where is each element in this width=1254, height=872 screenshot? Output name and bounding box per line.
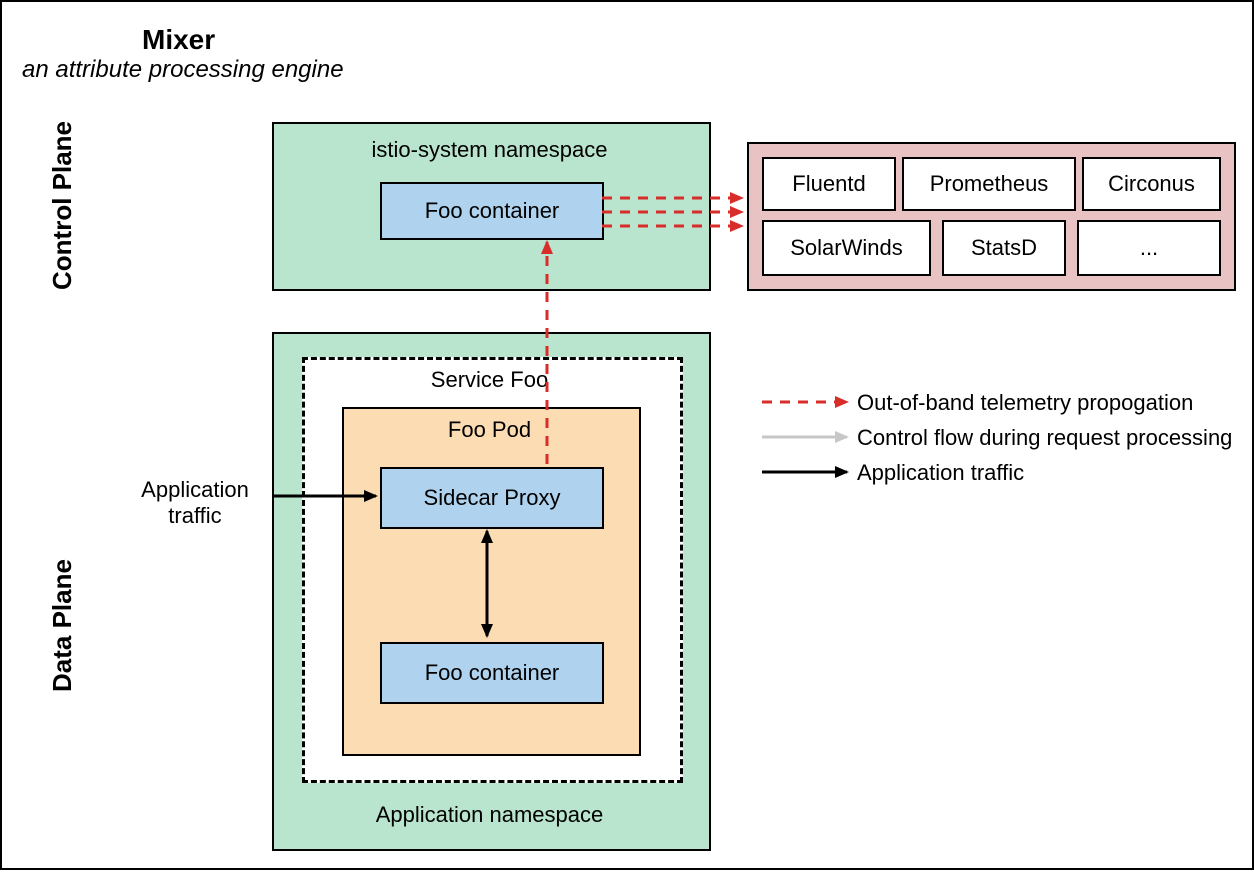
foo-container-data-label: Foo container: [425, 660, 560, 686]
application-traffic-label: Application traffic: [120, 477, 270, 530]
adapter-circonus: Circonus: [1082, 157, 1221, 211]
adapter-label: Prometheus: [930, 171, 1049, 197]
adapter-label: Fluentd: [792, 171, 865, 197]
app-traffic-line2: traffic: [168, 503, 221, 528]
adapter-label: StatsD: [971, 235, 1037, 261]
legend-grey-text: Control flow during request processing: [857, 425, 1232, 451]
foo-container-control-label: Foo container: [425, 198, 560, 224]
data-plane-label: Data Plane: [47, 559, 78, 692]
adapter-more: ...: [1077, 220, 1221, 276]
diagram-frame: Mixer an attribute processing engine Con…: [0, 0, 1254, 870]
adapter-solarwinds: SolarWinds: [762, 220, 931, 276]
sidecar-proxy-box: Sidecar Proxy: [380, 467, 604, 529]
sidecar-proxy-label: Sidecar Proxy: [424, 485, 561, 511]
control-plane-label: Control Plane: [47, 121, 78, 290]
subtitle: an attribute processing engine: [22, 56, 344, 84]
application-namespace-label: Application namespace: [287, 802, 692, 828]
adapter-fluentd: Fluentd: [762, 157, 896, 211]
title: Mixer: [142, 24, 215, 56]
legend-red-text: Out-of-band telemetry propogation: [857, 390, 1193, 416]
adapter-label: Circonus: [1108, 171, 1195, 197]
service-foo-label: Service Foo: [312, 367, 667, 393]
foo-pod-label: Foo Pod: [352, 417, 627, 443]
adapter-statsd: StatsD: [942, 220, 1066, 276]
adapter-prometheus: Prometheus: [902, 157, 1076, 211]
istio-system-label: istio-system namespace: [287, 137, 692, 163]
foo-container-data: Foo container: [380, 642, 604, 704]
foo-container-control: Foo container: [380, 182, 604, 240]
adapter-label: SolarWinds: [790, 235, 902, 261]
adapter-label: ...: [1140, 235, 1158, 261]
app-traffic-line1: Application: [141, 477, 249, 502]
legend-black-text: Application traffic: [857, 460, 1024, 486]
